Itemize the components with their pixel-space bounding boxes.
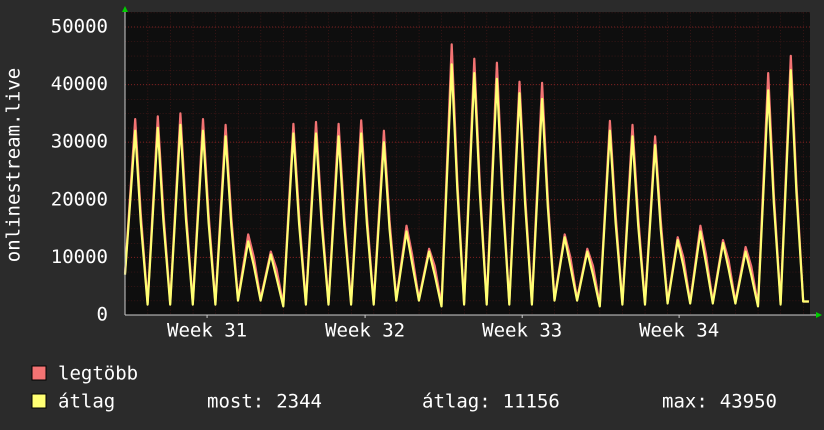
stat-value: 2344 — [276, 391, 322, 413]
x-tick-label: Week 33 — [482, 320, 562, 342]
legend-label: átlag — [58, 391, 115, 413]
stat-value: 11156 — [503, 391, 560, 413]
stat-value: 43950 — [720, 391, 777, 413]
legend-swatch — [31, 365, 47, 381]
legend-label: legtöbb — [58, 363, 138, 385]
y-arrow — [122, 6, 128, 12]
stat-label: max: — [662, 391, 708, 413]
y-tick-label: 30000 — [51, 131, 108, 153]
stat-label: átlag: — [422, 391, 491, 413]
y-tick-label: 20000 — [51, 188, 108, 210]
series-line — [123, 63, 809, 308]
y-tick-label: 0 — [97, 304, 108, 326]
y-tick-label: 50000 — [51, 15, 108, 37]
x-tick-label: Week 31 — [167, 320, 247, 342]
x-tick-label: Week 32 — [325, 320, 405, 342]
y-axis-label: onlinestream.live — [3, 68, 25, 262]
stat-label: most: — [207, 391, 264, 413]
y-tick-label: 40000 — [51, 73, 108, 95]
plot — [123, 26, 810, 316]
x-arrow — [816, 312, 822, 318]
y-tick-label: 10000 — [51, 246, 108, 268]
x-tick-label: Week 34 — [639, 320, 719, 342]
legend-swatch — [31, 393, 47, 409]
